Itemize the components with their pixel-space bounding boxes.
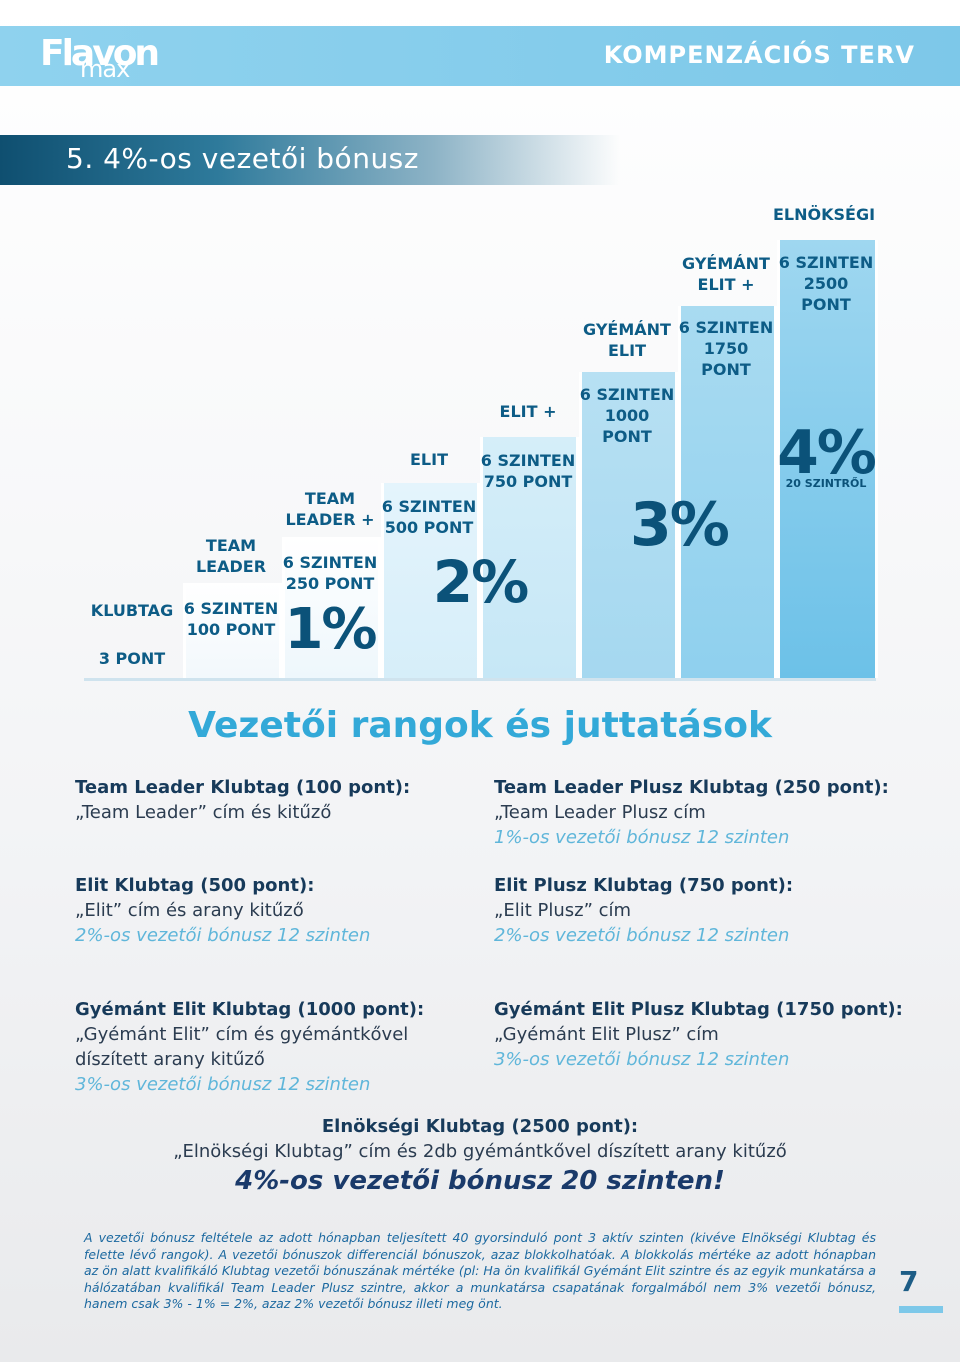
block-line: „Gyémánt Elit” cím és gyémántkővel xyxy=(75,1024,409,1045)
document-title: KOMPENZÁCIÓS TERV xyxy=(603,41,915,69)
rank-name-klubtag: KLUBTAG xyxy=(90,601,174,620)
staircase-baseline xyxy=(84,678,876,681)
block-heading: Elit Plusz Klubtag (750 pont): xyxy=(494,875,794,896)
rank-req-gyemant-elit-plus: 6 SZINTEN 1750 PONT xyxy=(678,318,774,379)
section-bar: 5. 4%-os vezetői bónusz xyxy=(0,135,620,185)
rank-req-elit: 6 SZINTEN 500 PONT xyxy=(381,497,477,537)
rank-req-team-leader: 6 SZINTEN 100 PONT xyxy=(183,599,279,639)
step-elnoksegi xyxy=(777,240,878,678)
info-gyemant-elit-plus: Gyémánt Elit Plusz Klubtag (1750 pont): … xyxy=(494,997,934,1072)
brand-logo: Flavon max xyxy=(40,33,160,83)
rank-name-gyemant-elit: GYÉMÁNT ELIT xyxy=(583,320,671,360)
rank-name-elnoksegi: ELNÖKSÉGI xyxy=(772,205,876,224)
percent-4: 4% xyxy=(777,418,877,488)
footnote: A vezetői bónusz feltétele az adott hóna… xyxy=(84,1230,876,1311)
step-team-leader-plus xyxy=(282,537,381,678)
percent-1: 1% xyxy=(284,597,377,662)
block-heading: Elit Klubtag (500 pont): xyxy=(75,875,315,896)
step-elit xyxy=(381,483,480,678)
logo-sub: max xyxy=(80,55,130,83)
block-line: „Team Leader” cím és kitűző xyxy=(75,802,332,823)
rank-name-team-leader: TEAM LEADER xyxy=(195,536,267,576)
block-heading: Team Leader Klubtag (100 pont): xyxy=(75,777,411,798)
block-bonus: 2%-os vezetői bónusz 12 szinten xyxy=(75,925,371,946)
page-number-bar xyxy=(899,1306,943,1313)
step-gyemant-elit xyxy=(579,372,678,678)
block-bonus: 1%-os vezetői bónusz 12 szinten xyxy=(494,827,790,848)
step-team-leader xyxy=(183,583,282,678)
rank-req-team-leader-plus: 6 SZINTEN 250 PONT xyxy=(282,553,378,593)
info-team-leader-plus: Team Leader Plusz Klubtag (250 pont): „T… xyxy=(494,775,934,850)
percent-4-subtitle: 20 SZINTRŐL xyxy=(785,477,867,490)
percent-3: 3% xyxy=(630,490,730,560)
block-line: „Elit” cím és arany kitűző xyxy=(75,900,304,921)
rank-req-elit-plus: 6 SZINTEN 750 PONT xyxy=(480,451,576,491)
block-bonus: 3%-os vezetői bónusz 12 szinten xyxy=(75,1074,371,1095)
logo-main: Flavon xyxy=(40,33,160,74)
header-bar: Flavon max KOMPENZÁCIÓS TERV xyxy=(0,26,960,86)
info-gyemant-elit: Gyémánt Elit Klubtag (1000 pont): „Gyémá… xyxy=(75,997,515,1097)
block-line: „Elit Plusz” cím xyxy=(494,900,632,921)
main-title: Vezetői rangok és juttatások xyxy=(188,705,772,746)
section-title: 5. 4%-os vezetői bónusz xyxy=(66,142,419,175)
step-elit-plus xyxy=(480,437,579,678)
step-gyemant-elit-plus xyxy=(678,306,777,678)
rank-name-gyemant-elit-plus: GYÉMÁNT ELIT + xyxy=(682,254,770,294)
info-elit-plus: Elit Plusz Klubtag (750 pont): „Elit Plu… xyxy=(494,873,934,948)
block-bonus: 2%-os vezetői bónusz 12 szinten xyxy=(494,925,790,946)
block-heading: Team Leader Plusz Klubtag (250 pont): xyxy=(494,777,889,798)
page-number: 7 xyxy=(899,1265,919,1298)
final-bonus-line: 4%-os vezetői bónusz 20 szinten! xyxy=(235,1166,725,1196)
info-team-leader: Team Leader Klubtag (100 pont): „Team Le… xyxy=(75,775,515,825)
block-bonus: 3%-os vezetői bónusz 12 szinten xyxy=(494,1049,790,1070)
rank-req-elnoksegi: 6 SZINTEN 2500 PONT xyxy=(778,253,874,314)
block-heading: Gyémánt Elit Klubtag (1000 pont): xyxy=(75,999,425,1020)
info-elit: Elit Klubtag (500 pont): „Elit” cím és a… xyxy=(75,873,515,948)
percent-2: 2% xyxy=(432,548,529,616)
rank-name-team-leader-plus: TEAM LEADER + xyxy=(285,489,375,529)
rank-req-klubtag: 3 PONT xyxy=(98,649,166,668)
block-line-2: díszített arany kitűző xyxy=(75,1049,265,1070)
rank-name-elit-plus: ELIT + xyxy=(499,402,557,421)
info-elnoksegi-line: „Elnökségi Klubtag” cím és 2db gyémántkő… xyxy=(173,1141,787,1162)
block-line: „Team Leader Plusz cím xyxy=(494,802,706,823)
block-heading: Gyémánt Elit Plusz Klubtag (1750 pont): xyxy=(494,999,903,1020)
rank-name-elit: ELIT xyxy=(410,450,448,469)
rank-req-gyemant-elit: 6 SZINTEN 1000 PONT xyxy=(579,385,675,446)
info-elnoksegi-heading: Elnökségi Klubtag (2500 pont): xyxy=(321,1116,639,1137)
block-line: „Gyémánt Elit Plusz” cím xyxy=(494,1024,719,1045)
